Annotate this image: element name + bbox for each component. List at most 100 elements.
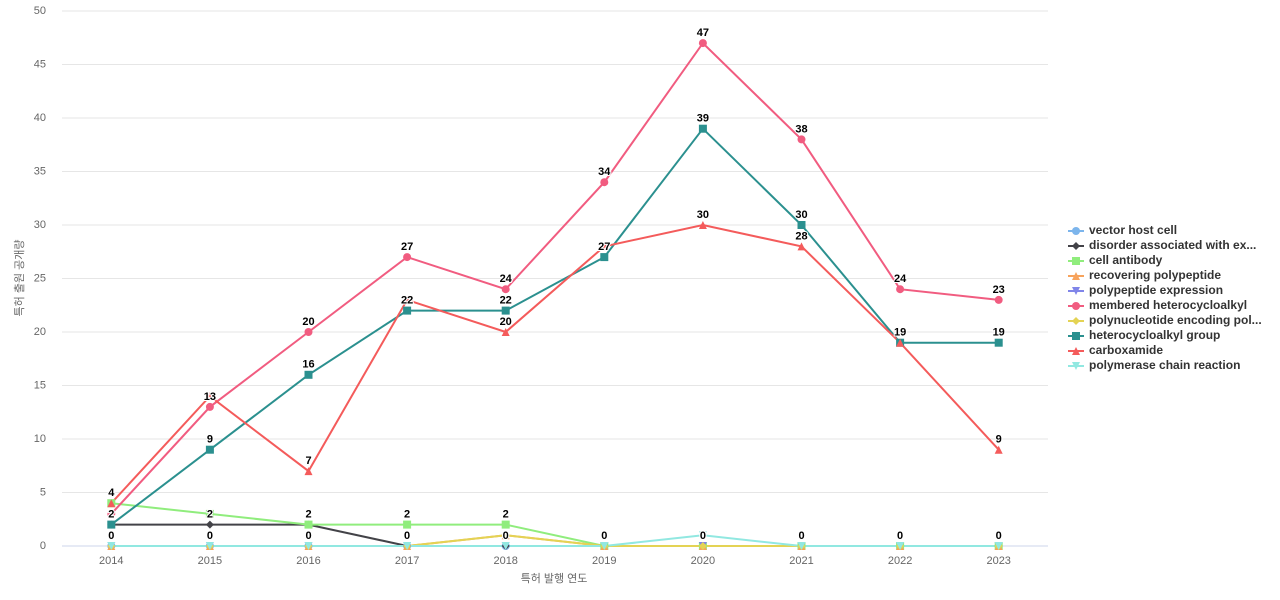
marker bbox=[1072, 257, 1080, 265]
marker bbox=[896, 285, 905, 294]
legend-label: vector host cell bbox=[1089, 223, 1177, 237]
legend-label: carboxamide bbox=[1089, 343, 1163, 357]
data-label: 23 bbox=[993, 284, 1005, 296]
data-label: 0 bbox=[207, 530, 213, 542]
data-label: 27 bbox=[598, 241, 610, 253]
data-label: 9 bbox=[207, 434, 213, 446]
data-label: 2 bbox=[404, 509, 410, 521]
data-label: 7 bbox=[305, 455, 311, 467]
marker bbox=[205, 392, 214, 401]
marker bbox=[107, 542, 116, 550]
marker bbox=[698, 124, 707, 133]
data-label: 0 bbox=[700, 530, 706, 542]
marker bbox=[1072, 362, 1080, 370]
y-axis-title: 특허 출원 공개량 bbox=[13, 240, 26, 317]
marker bbox=[994, 445, 1003, 454]
x-tick-label: 2018 bbox=[493, 555, 517, 567]
marker bbox=[205, 520, 214, 529]
marker bbox=[1072, 317, 1080, 325]
series-line bbox=[111, 534, 999, 547]
x-tick-label: 2023 bbox=[986, 555, 1010, 567]
x-tick-label: 2022 bbox=[888, 555, 912, 567]
marker bbox=[994, 338, 1003, 347]
data-label: 47 bbox=[697, 27, 709, 39]
marker bbox=[994, 542, 1003, 550]
legend-label: membered heterocycloalkyl bbox=[1089, 298, 1247, 312]
x-tick-label: 2019 bbox=[592, 555, 616, 567]
marker bbox=[501, 520, 510, 529]
marker bbox=[1072, 227, 1080, 235]
data-label: 0 bbox=[404, 530, 410, 542]
legend-label: disorder associated with ex... bbox=[1089, 238, 1256, 252]
marker bbox=[600, 178, 609, 187]
legend-item: carboxamide bbox=[1068, 343, 1163, 357]
data-label: 2 bbox=[503, 509, 509, 521]
legend-item: polypeptide expression bbox=[1068, 283, 1223, 297]
marker bbox=[205, 445, 214, 454]
y-tick-label: 0 bbox=[40, 540, 46, 552]
legend-item: recovering polypeptide bbox=[1068, 268, 1221, 282]
legend-label: polynucleotide encoding pol... bbox=[1089, 313, 1262, 327]
legend-item: disorder associated with ex... bbox=[1068, 238, 1256, 252]
data-label: 9 bbox=[996, 434, 1002, 446]
data-label: 30 bbox=[697, 209, 709, 221]
data-label: 0 bbox=[798, 530, 804, 542]
data-label: 0 bbox=[108, 530, 114, 542]
y-tick-label: 50 bbox=[34, 5, 46, 17]
legend-item: polynucleotide encoding pol... bbox=[1068, 313, 1262, 327]
y-tick-label: 15 bbox=[34, 379, 46, 391]
legend-item: cell antibody bbox=[1068, 253, 1163, 267]
data-label: 0 bbox=[996, 530, 1002, 542]
series-line bbox=[110, 127, 999, 526]
data-label: 4 bbox=[108, 487, 115, 499]
data-label: 38 bbox=[795, 123, 807, 135]
y-tick-label: 5 bbox=[40, 486, 46, 498]
data-label: 22 bbox=[401, 295, 413, 307]
y-tick-label: 25 bbox=[34, 272, 46, 284]
marker bbox=[501, 328, 510, 336]
data-label: 2 bbox=[305, 509, 311, 521]
data-label: 0 bbox=[503, 530, 509, 542]
data-label: 0 bbox=[305, 530, 311, 542]
marker bbox=[1072, 302, 1080, 310]
data-label: 27 bbox=[401, 241, 413, 253]
data-label: 20 bbox=[302, 316, 314, 328]
legend-item: membered heterocycloalkyl bbox=[1068, 298, 1247, 312]
marker bbox=[1072, 287, 1080, 295]
marker bbox=[797, 221, 806, 229]
x-tick-label: 2016 bbox=[296, 555, 320, 567]
x-tick-label: 2021 bbox=[789, 555, 813, 567]
marker bbox=[896, 338, 905, 347]
marker bbox=[403, 306, 412, 315]
marker bbox=[698, 542, 707, 550]
data-label: 2 bbox=[108, 509, 114, 521]
y-tick-label: 10 bbox=[34, 433, 46, 445]
legend-item: polymerase chain reaction bbox=[1068, 358, 1240, 372]
data-label: 24 bbox=[500, 273, 513, 285]
data-label: 28 bbox=[795, 230, 807, 242]
data-label: 13 bbox=[204, 391, 216, 403]
x-tick-label: 2017 bbox=[395, 555, 419, 567]
marker bbox=[994, 295, 1003, 304]
marker bbox=[107, 509, 116, 518]
y-tick-label: 30 bbox=[34, 219, 46, 231]
legend-item: vector host cell bbox=[1068, 223, 1177, 237]
marker bbox=[205, 542, 214, 550]
legend-item: heterocycloalkyl group bbox=[1068, 328, 1220, 342]
data-label: 24 bbox=[894, 273, 907, 285]
y-tick-label: 35 bbox=[34, 165, 46, 177]
marker bbox=[205, 402, 214, 411]
marker bbox=[797, 135, 806, 144]
data-label: 30 bbox=[795, 209, 807, 221]
marker bbox=[501, 542, 510, 550]
marker bbox=[304, 370, 313, 379]
marker bbox=[501, 285, 510, 294]
y-tick-label: 40 bbox=[34, 112, 46, 124]
marker bbox=[205, 509, 214, 518]
data-label: 34 bbox=[598, 166, 611, 178]
legend-label: cell antibody bbox=[1089, 253, 1163, 267]
data-label: 19 bbox=[894, 327, 906, 339]
x-tick-label: 2020 bbox=[691, 555, 715, 567]
marker bbox=[501, 531, 510, 540]
